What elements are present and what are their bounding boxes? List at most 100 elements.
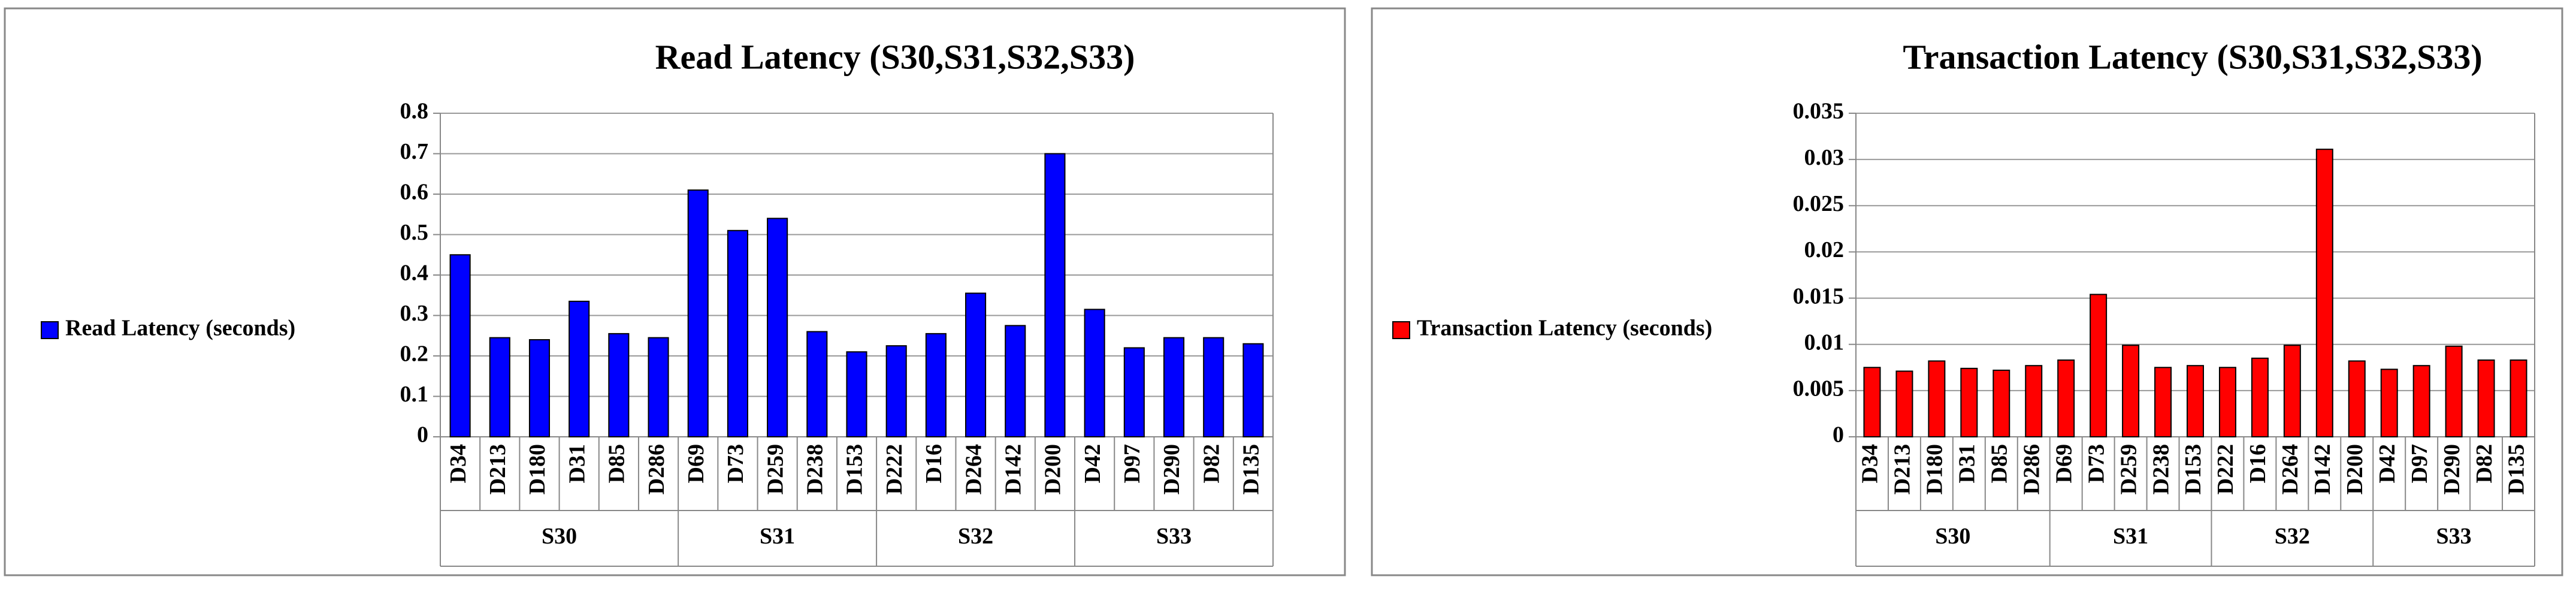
y-tick-label: 0.035 (1793, 99, 1845, 124)
x-tick-label: D82 (1199, 444, 1224, 483)
bar (1928, 360, 1946, 437)
x-tick-label: D180 (1922, 444, 1948, 494)
group-label: S32 (958, 524, 993, 549)
x-tick-label: D142 (1000, 444, 1026, 494)
x-tick-label: D264 (961, 444, 986, 494)
group-label: S30 (1935, 524, 1970, 549)
y-tick-label: 0.7 (400, 139, 429, 164)
x-tick-label: D290 (2439, 444, 2465, 494)
bar (767, 218, 788, 437)
x-tick-label: D213 (485, 444, 510, 494)
bar (2510, 359, 2527, 438)
x-tick-label: D73 (723, 444, 748, 483)
group-label: S31 (760, 524, 795, 549)
bar (2251, 357, 2269, 437)
group-label: S33 (2436, 524, 2472, 549)
group-label: S33 (1156, 524, 1192, 549)
x-tick-label: D69 (2051, 444, 2076, 483)
x-tick-label: D153 (842, 444, 867, 494)
x-tick-label: D97 (2407, 444, 2432, 483)
bar (2283, 345, 2301, 437)
bar (489, 337, 510, 437)
bar (2154, 367, 2172, 437)
x-tick-label: D85 (604, 444, 630, 483)
bar (2025, 365, 2043, 438)
bar (727, 229, 748, 437)
x-tick-label: D200 (1041, 444, 1066, 494)
bar (1163, 337, 1185, 437)
y-tick-label: 0.3 (400, 301, 429, 326)
x-tick-label: D259 (2116, 444, 2141, 494)
x-tick-label: D135 (1239, 444, 1264, 494)
y-tick-label: 0.015 (1793, 283, 1845, 309)
legend-swatch (41, 321, 59, 339)
bar (1960, 367, 1978, 437)
y-tick-label: 0.03 (1804, 145, 1845, 170)
y-tick-label: 0.5 (400, 220, 429, 245)
bar (965, 292, 987, 437)
bar (2218, 367, 2236, 437)
bar (687, 189, 709, 437)
x-tick-label: D16 (2245, 444, 2270, 483)
bar (1895, 370, 1913, 438)
chart-title: Read Latency (S30,S31,S32,S33) (655, 37, 1135, 76)
bar (2057, 359, 2075, 438)
chart-title: Transaction Latency (S30,S31,S32,S33) (1903, 37, 2482, 76)
x-tick-label: D135 (2504, 444, 2529, 494)
x-tick-label: D85 (1987, 444, 2012, 483)
y-tick-label: 0 (1833, 422, 1844, 448)
bar (1993, 369, 2010, 438)
y-tick-label: 0.1 (400, 382, 429, 407)
group-label: S30 (542, 524, 577, 549)
x-tick-label: D69 (684, 444, 709, 483)
x-tick-label: D73 (2084, 444, 2109, 483)
x-tick-label: D180 (525, 444, 550, 494)
x-tick-label: D34 (1858, 444, 1883, 483)
y-tick-label: 0.02 (1804, 237, 1845, 262)
bar (1863, 367, 1881, 437)
chart-frame (1371, 7, 2563, 576)
x-tick-label: D42 (1080, 444, 1105, 483)
bar (2090, 294, 2108, 437)
x-tick-label: D238 (803, 444, 828, 494)
x-tick-label: D82 (2472, 444, 2497, 483)
bar (1084, 309, 1105, 437)
x-tick-label: D286 (644, 444, 669, 494)
legend-label: Transaction Latency (seconds) (1417, 316, 1712, 341)
x-tick-label: D34 (446, 444, 471, 483)
bar (608, 333, 630, 437)
bar (449, 254, 471, 437)
bar (2380, 369, 2398, 437)
y-tick-label: 0.2 (400, 342, 429, 367)
bar (1242, 343, 1264, 437)
x-tick-label: D213 (1890, 444, 1915, 494)
x-tick-label: D200 (2342, 444, 2368, 494)
bar (1005, 325, 1026, 437)
bar (846, 351, 867, 437)
x-tick-label: D290 (1159, 444, 1184, 494)
chart: Read Latency (S30,S31,S32,S33) 0 0.1 0.2 0.3… (4, 7, 1346, 576)
bar (2122, 345, 2140, 437)
y-tick-label: 0.01 (1804, 330, 1845, 355)
y-tick-label: 0 (417, 422, 428, 448)
bar (2445, 345, 2463, 437)
x-tick-label: D259 (763, 444, 788, 494)
bar (1203, 337, 1224, 437)
y-tick-label: 0.8 (400, 99, 429, 124)
legend-swatch (1392, 321, 1410, 339)
bar (2477, 359, 2495, 438)
y-tick-label: 0.005 (1793, 376, 1845, 401)
group-label: S31 (2113, 524, 2148, 549)
x-tick-label: D31 (1955, 444, 1980, 483)
x-tick-label: D16 (921, 444, 947, 483)
x-tick-label: D286 (2019, 444, 2044, 494)
x-tick-label: D222 (882, 444, 907, 494)
bar (648, 337, 669, 437)
x-tick-label: D222 (2213, 444, 2238, 494)
chart-frame (4, 7, 1346, 576)
bar (1123, 347, 1145, 437)
bar (885, 345, 907, 437)
bar (1044, 153, 1066, 437)
